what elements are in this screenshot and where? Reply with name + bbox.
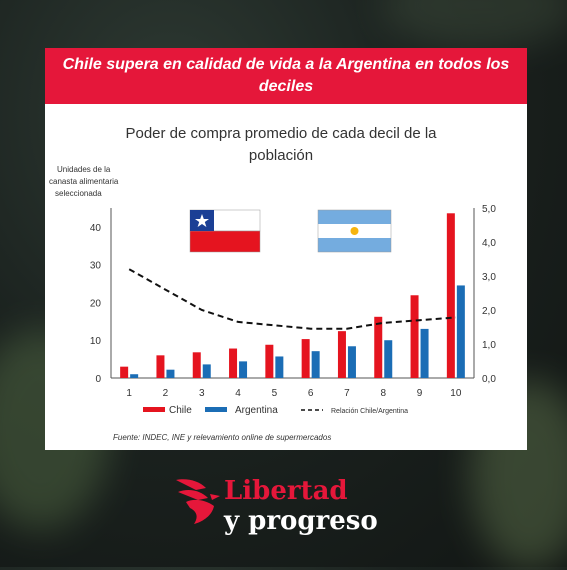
x-tick-label: 3 [199,388,205,399]
chile-flag [189,209,261,253]
bar-argentina [166,369,175,378]
x-tick-label: 8 [380,388,386,399]
y2-tick-label: 1,0 [482,340,496,351]
x-tick-label: 6 [308,388,314,399]
bar-argentina [130,374,139,378]
legend-label-argentina: Argentina [235,405,278,416]
y2-tick-label: 0,0 [482,374,496,385]
bar-argentina [456,285,465,378]
y2-axis-ticks: 0,0 1,0 2,0 3,0 4,0 5,0 [482,204,496,385]
bar-chile [156,355,165,378]
bar-argentina [311,351,320,378]
brand-subtitle: y progreso [224,506,378,536]
x-tick-label: 9 [417,388,423,399]
source-note: Fuente: INDEC, INE y relevamiento online… [113,433,331,442]
bar-argentina [420,328,429,378]
bar-chile [265,344,274,378]
legend-label-chile: Chile [169,405,192,416]
bar-argentina [239,361,248,378]
y-tick-label: 20 [90,298,102,309]
bar-chile [192,352,201,378]
y2-tick-label: 4,0 [482,238,496,249]
x-tick-label: 4 [235,388,241,399]
x-tick-label: 7 [344,388,350,399]
y-tick-label: 10 [90,336,102,347]
chart-title-line-2: población [249,147,313,164]
legend-swatch-argentina [205,407,227,412]
bar-argentina [275,356,284,378]
argentina-flag [317,209,392,253]
y-tick-label: 30 [90,261,102,272]
legend-label-ratio: Relación Chile/Argentina [331,408,408,415]
ylabel-line-1: Unidades de la [57,165,111,174]
chart-card: Chile supera en calidad de vida a la Arg… [45,48,527,450]
ylabel-line-2: canasta alimentaria [49,177,119,186]
y-tick-label: 0 [95,374,101,385]
legend: Chile Argentina Relación Chile/Argentina [143,405,408,416]
brand-logo: Libertad y progreso [172,470,402,540]
headline: Chile supera en calidad de vida a la Arg… [45,48,527,104]
brand-name: Libertad [224,476,348,506]
bar-chile [374,316,383,378]
x-tick-label: 10 [450,388,462,399]
bar-chile [410,295,419,378]
bar-chile [229,348,238,378]
bar-chile [120,366,129,378]
x-axis-ticks: 1 2 3 4 5 6 7 8 9 10 [126,388,461,399]
y2-tick-label: 3,0 [482,272,496,283]
chart-svg: Poder de compra promedio de cada decil d… [49,125,496,442]
chart-title-line-1: Poder de compra promedio de cada decil d… [125,125,437,142]
legend-swatch-chile [143,407,165,412]
bar-chile [446,213,455,378]
y2-tick-label: 2,0 [482,306,496,317]
ylabel-line-3: seleccionada [55,189,102,198]
x-tick-label: 1 [126,388,132,399]
y-axis-ticks: 0 10 20 30 40 [90,223,102,385]
y-tick-label: 40 [90,223,102,234]
bar-argentina [202,364,211,378]
x-tick-label: 2 [163,388,169,399]
ratio-line [128,268,456,330]
bar-chile [301,339,310,378]
bird-logo-icon [176,479,220,524]
bar-marks [120,213,465,378]
bar-argentina [347,346,356,378]
x-tick-label: 5 [272,388,278,399]
bar-argentina [384,340,393,378]
y2-tick-label: 5,0 [482,204,496,215]
bar-chile [337,331,346,378]
